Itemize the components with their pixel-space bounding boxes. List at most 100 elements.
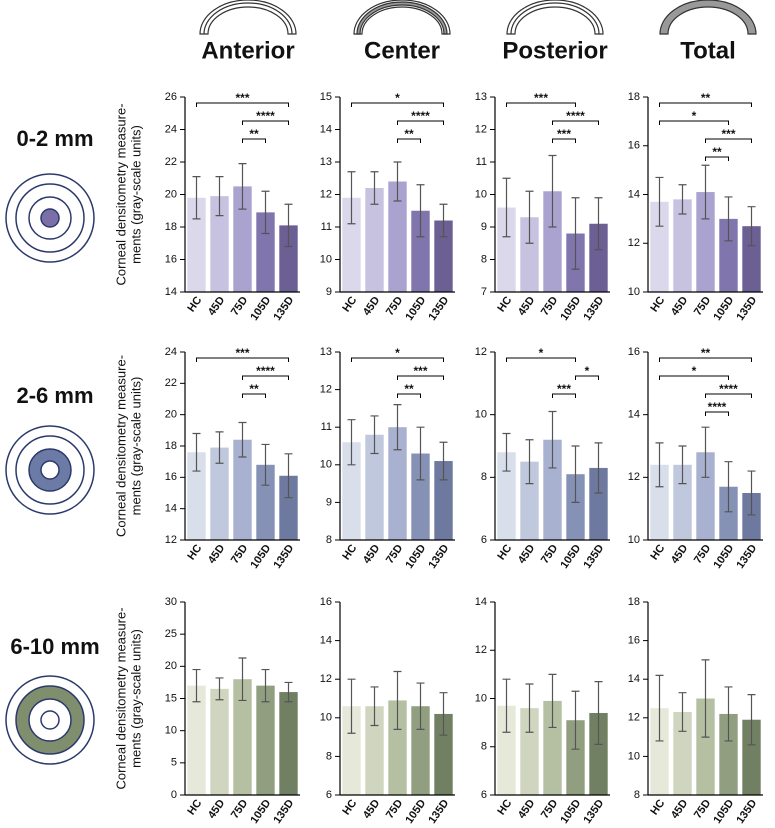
y-tick-label: 10: [475, 409, 487, 421]
error-bar: [192, 668, 201, 703]
bar: [673, 199, 692, 292]
error-bar: [416, 184, 425, 238]
bar: [434, 461, 453, 540]
bar: [342, 706, 361, 795]
x-tick-label: 45D: [206, 797, 227, 820]
bar: [696, 452, 715, 540]
x-tick-label: 45D: [516, 294, 537, 317]
bar: [256, 685, 275, 795]
y-tick-label: 14: [475, 596, 487, 608]
x-tick-label: 75D: [692, 294, 713, 317]
x-tick-label: HC: [648, 294, 667, 314]
error-bar: [724, 686, 733, 742]
error-bar: [747, 470, 756, 516]
bar: [279, 225, 298, 292]
error-bar: [284, 453, 293, 499]
bar: [719, 218, 738, 292]
significance-label: ***: [235, 91, 249, 105]
y-tick-label: 15: [320, 91, 332, 103]
significance-label: *: [539, 346, 544, 360]
x-tick-label: 45D: [669, 797, 690, 820]
bar: [365, 188, 384, 292]
error-bar: [594, 681, 603, 745]
y-tick-label: 14: [628, 188, 640, 200]
x-tick-label: 45D: [361, 542, 382, 565]
bar: [411, 453, 430, 540]
y-tick-label: 8: [481, 471, 487, 483]
significance-label: *: [395, 346, 400, 360]
error-bar: [724, 461, 733, 513]
y-tick-label: 10: [628, 286, 640, 298]
x-tick-label: 105D: [711, 797, 736, 825]
y-tick-label: 12: [628, 712, 640, 724]
error-bar: [655, 674, 664, 742]
bar: [256, 464, 275, 540]
bar: [543, 439, 562, 540]
error-bar: [502, 432, 511, 472]
significance-label: *: [692, 364, 697, 378]
significance-bracket: [351, 102, 444, 107]
y-tick-label: 9: [481, 221, 487, 233]
significance-label: **: [404, 127, 414, 141]
error-bar: [678, 184, 687, 215]
significance-label: **: [701, 346, 711, 360]
ring-icons: [5, 173, 95, 765]
y-tick-label: 12: [475, 346, 487, 358]
row-label: 6-10 mm: [10, 634, 99, 659]
x-tick-label: HC: [495, 797, 514, 817]
y-tick-label: 14: [165, 286, 177, 298]
error-bar: [347, 678, 356, 734]
bar: [566, 720, 585, 795]
significance-bracket: [397, 120, 444, 125]
arc-icons: [199, 0, 757, 35]
y-tick-label: 11: [321, 221, 332, 233]
x-tick-label: 75D: [539, 294, 560, 317]
x-tick-label: HC: [185, 542, 204, 562]
error-bar: [393, 404, 402, 451]
significance-label: *: [692, 109, 697, 123]
y-tick-label: 10: [475, 692, 487, 704]
y-tick-label: 12: [475, 644, 487, 656]
row-label: 2-6 mm: [16, 383, 93, 408]
significance-label: **: [249, 127, 259, 141]
significance-bracket: [506, 357, 576, 362]
x-tick-label: 75D: [539, 797, 560, 820]
y-tick-label: 20: [165, 188, 177, 200]
x-tick-label: 135D: [581, 542, 606, 570]
bar: [719, 713, 738, 795]
bar: [279, 475, 298, 540]
x-tick-label: HC: [185, 294, 204, 314]
y-tick-label: 13: [475, 91, 487, 103]
error-bar: [439, 692, 448, 736]
x-tick-label: 105D: [558, 294, 583, 322]
error-bar: [393, 161, 402, 202]
bar: [365, 434, 384, 540]
error-bar: [594, 197, 603, 251]
bar: [673, 464, 692, 540]
bar: [388, 427, 407, 540]
significance-label: **: [404, 382, 414, 396]
error-bar: [655, 442, 664, 488]
significance-bracket: [705, 156, 729, 161]
error-bar: [502, 678, 511, 733]
y-tick-label: 10: [628, 534, 640, 546]
y-tick-label: 16: [320, 596, 332, 608]
bar: [187, 197, 206, 292]
bar: [520, 217, 539, 292]
y-tick-label: 14: [628, 673, 640, 685]
y-tick-label: 10: [320, 459, 332, 471]
significance-bracket: [705, 138, 752, 143]
significance-label: *: [395, 91, 400, 105]
x-tick-label: 135D: [581, 797, 606, 825]
bar: [566, 474, 585, 540]
y-tick-label: 16: [628, 635, 640, 647]
bar: [187, 685, 206, 795]
bar: [696, 192, 715, 292]
y-tick-label: 6: [326, 789, 332, 801]
error-bar: [571, 197, 580, 270]
significance-label: ***: [557, 127, 571, 141]
y-axis-label: Corneal densitometry measure-: [113, 355, 128, 537]
significance-bracket: [242, 393, 266, 398]
significance-bracket: [242, 138, 266, 143]
y-tick-label: 24: [165, 346, 177, 358]
